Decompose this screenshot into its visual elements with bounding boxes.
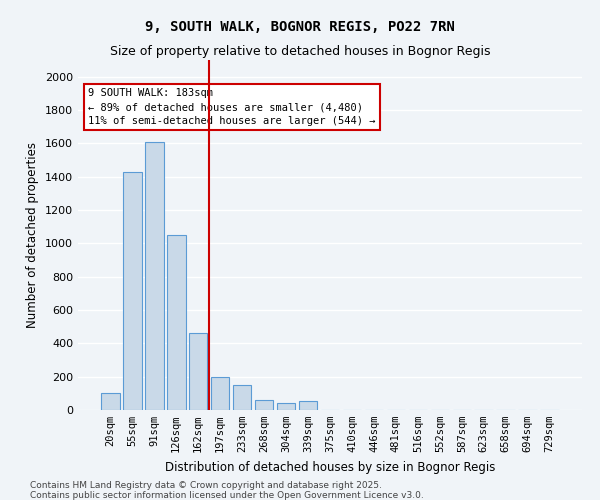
Bar xyxy=(145,142,164,410)
Bar xyxy=(167,235,185,410)
Text: 9 SOUTH WALK: 183sqm
← 89% of detached houses are smaller (4,480)
11% of semi-de: 9 SOUTH WALK: 183sqm ← 89% of detached h… xyxy=(88,88,376,126)
Bar xyxy=(277,402,295,410)
Bar xyxy=(189,334,208,410)
Text: Contains HM Land Registry data © Crown copyright and database right 2025.: Contains HM Land Registry data © Crown c… xyxy=(30,481,382,490)
Bar xyxy=(299,401,317,410)
Text: Size of property relative to detached houses in Bognor Regis: Size of property relative to detached ho… xyxy=(110,45,490,58)
Text: Contains public sector information licensed under the Open Government Licence v3: Contains public sector information licen… xyxy=(30,491,424,500)
Bar xyxy=(211,376,229,410)
X-axis label: Distribution of detached houses by size in Bognor Regis: Distribution of detached houses by size … xyxy=(165,460,495,473)
Y-axis label: Number of detached properties: Number of detached properties xyxy=(26,142,40,328)
Bar xyxy=(255,400,274,410)
Bar xyxy=(123,172,142,410)
Bar xyxy=(101,394,119,410)
Bar xyxy=(233,385,251,410)
Text: 9, SOUTH WALK, BOGNOR REGIS, PO22 7RN: 9, SOUTH WALK, BOGNOR REGIS, PO22 7RN xyxy=(145,20,455,34)
